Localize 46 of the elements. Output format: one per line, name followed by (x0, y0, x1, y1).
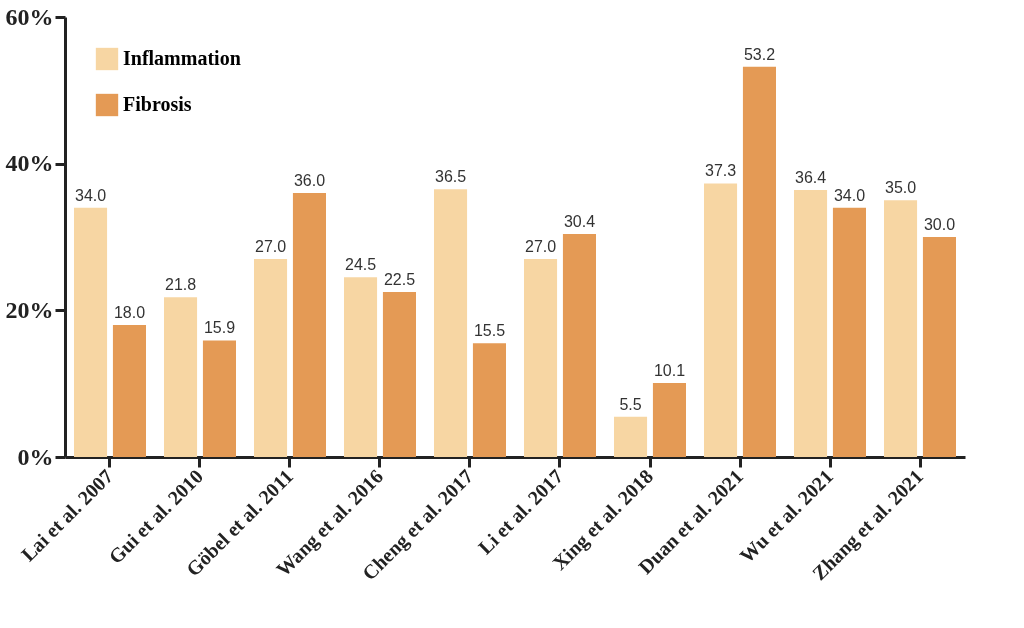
data-label: 22.5 (383, 271, 416, 288)
data-label: 36.4 (794, 169, 827, 187)
y-tick-label: 20% (5, 296, 54, 323)
bar (164, 297, 198, 457)
bar (524, 259, 558, 457)
data-label: 30.0 (923, 216, 956, 233)
data-label: 34.0 (74, 186, 107, 204)
bar (112, 325, 146, 457)
bar (472, 343, 506, 457)
data-label: 37.3 (704, 162, 737, 180)
data-label: 21.8 (164, 276, 197, 294)
y-tick-label: 60% (5, 3, 54, 30)
y-tick-label: 0% (17, 443, 54, 470)
data-label: 34.0 (833, 186, 866, 204)
legend-label: Fibrosis (123, 93, 192, 115)
bar (344, 277, 378, 457)
bar (742, 66, 776, 457)
data-label: 30.4 (563, 213, 596, 231)
bar (832, 207, 866, 457)
bar (434, 189, 468, 457)
data-label: 15.9 (203, 319, 236, 337)
bar (254, 259, 288, 457)
data-label: 10.1 (653, 361, 686, 379)
legend-label: Inflammation (123, 47, 241, 69)
data-label: 36.5 (434, 168, 467, 186)
bar (202, 340, 236, 457)
data-label: 53.2 (743, 45, 776, 63)
bar (922, 237, 956, 457)
bar (704, 183, 738, 457)
bar (74, 207, 108, 457)
bar (292, 193, 326, 457)
data-label: 5.5 (619, 395, 642, 413)
data-label: 27.0 (254, 238, 287, 255)
data-label: 35.0 (884, 179, 917, 197)
data-label: 36.0 (293, 172, 326, 189)
data-label: 15.5 (473, 322, 506, 340)
bar (884, 200, 918, 457)
bar (614, 416, 648, 457)
y-tick-label: 40% (5, 150, 54, 177)
bar (794, 190, 828, 457)
data-label: 18.0 (113, 304, 146, 321)
bar (382, 292, 416, 457)
bar (652, 382, 686, 457)
data-label: 24.5 (344, 256, 377, 274)
bar (562, 234, 596, 457)
data-label: 27.0 (524, 238, 557, 255)
